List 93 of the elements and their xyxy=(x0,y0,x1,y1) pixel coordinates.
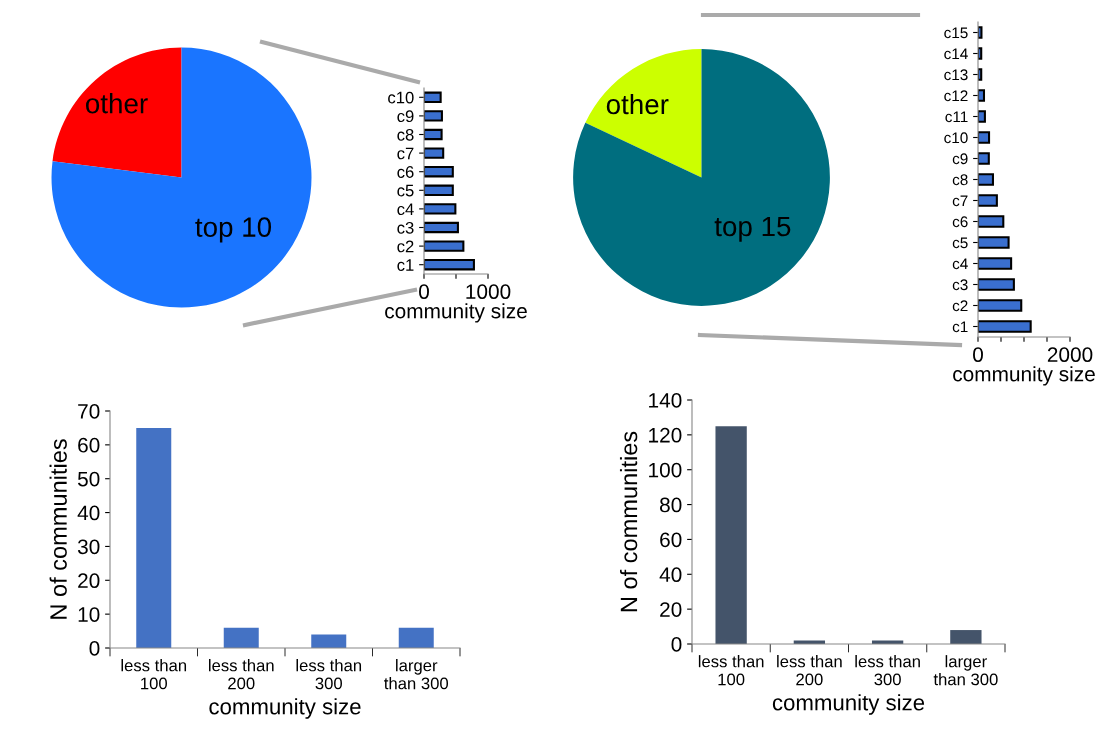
y-tick-label: c1 xyxy=(952,321,968,333)
y-tick-label: 40 xyxy=(659,567,682,583)
pie-slice xyxy=(52,47,182,178)
bar xyxy=(950,630,982,644)
y-tick-label: c4 xyxy=(952,258,968,270)
pie-slice xyxy=(51,47,312,308)
bar xyxy=(424,240,465,252)
bar xyxy=(424,184,454,196)
y-axis-title: N of communities xyxy=(49,439,67,619)
y-tick-label: 120 xyxy=(649,427,682,443)
y-tick-label: 20 xyxy=(660,602,682,617)
bar xyxy=(978,89,986,102)
x-tick-label: less than 200 xyxy=(777,655,842,686)
y-tick-label: 60 xyxy=(660,532,682,548)
x-axis-title: community size xyxy=(953,366,1095,386)
y-tick-label: c3 xyxy=(397,221,414,234)
bar xyxy=(978,110,986,123)
y-tick-label: 30 xyxy=(77,539,100,555)
bar xyxy=(424,147,445,159)
y-tick-label: c5 xyxy=(397,184,414,197)
y-tick-label: 100 xyxy=(649,462,682,478)
bar xyxy=(424,259,475,271)
y-tick-label: c8 xyxy=(952,174,968,186)
bar xyxy=(424,128,443,141)
y-tick-label: 140 xyxy=(649,393,682,408)
y-tick-label: c14 xyxy=(944,48,968,60)
bar xyxy=(715,426,747,644)
y-tick-label: 40 xyxy=(77,505,100,521)
bar xyxy=(978,236,1010,249)
y-tick-label: c10 xyxy=(388,91,414,104)
bar xyxy=(978,278,1015,291)
bar xyxy=(978,194,998,207)
y-tick-label: c3 xyxy=(952,279,968,291)
bar xyxy=(424,203,457,215)
bar xyxy=(398,627,434,648)
x-tick-label: larger than 300 xyxy=(384,659,449,690)
y-tick-label: 50 xyxy=(77,471,100,487)
bar xyxy=(978,320,1032,333)
x-tick-label: 2000 xyxy=(1047,347,1093,363)
y-tick-label: 10 xyxy=(78,607,100,622)
bar xyxy=(424,166,454,178)
y-tick-label: 0 xyxy=(89,641,100,656)
y-tick-label: c9 xyxy=(952,153,968,165)
bar xyxy=(424,221,459,234)
y-tick-label: c7 xyxy=(397,147,414,160)
y-axis-title: N of communities xyxy=(619,431,638,612)
bar xyxy=(978,257,1013,270)
bar xyxy=(424,91,442,103)
y-tick-label: c7 xyxy=(952,195,968,207)
x-tick-label: less than 300 xyxy=(855,655,920,686)
x-tick-label: 1000 xyxy=(466,284,511,300)
y-tick-label: c11 xyxy=(945,111,968,123)
x-axis-title: community size xyxy=(385,303,527,323)
y-tick-label: c13 xyxy=(944,69,968,81)
y-tick-label: 80 xyxy=(660,497,682,513)
bar xyxy=(978,173,994,186)
x-tick-label: larger than 300 xyxy=(933,655,998,686)
bar xyxy=(311,634,347,648)
bar xyxy=(978,299,1023,312)
pie-slice xyxy=(585,49,702,178)
bar xyxy=(978,131,991,144)
y-tick-label: c1 xyxy=(397,259,414,271)
x-axis-title: community size xyxy=(209,698,361,719)
bar xyxy=(424,110,443,122)
slice-label: top 15 xyxy=(714,216,791,242)
y-tick-label: c4 xyxy=(397,203,414,216)
x-tick-label: less than 300 xyxy=(296,659,362,690)
y-tick-label: 60 xyxy=(78,437,100,453)
y-tick-label: c15 xyxy=(944,27,968,39)
y-tick-label: c2 xyxy=(952,300,968,312)
y-tick-label: c2 xyxy=(397,240,414,253)
y-tick-label: c12 xyxy=(944,90,968,102)
y-tick-label: c6 xyxy=(397,166,414,178)
slice-label: top 10 xyxy=(195,217,272,243)
slice-label: other xyxy=(86,93,148,114)
slice-label: other xyxy=(606,93,669,115)
y-tick-label: c10 xyxy=(944,132,968,144)
y-tick-label: c8 xyxy=(397,128,414,141)
pie-slice xyxy=(573,49,830,306)
bar xyxy=(136,427,172,648)
x-tick-label: less than 200 xyxy=(209,659,274,690)
bar xyxy=(978,215,1005,228)
x-tick-label: less than 100 xyxy=(698,655,764,686)
x-tick-label: less than 100 xyxy=(121,659,187,690)
y-tick-label: 20 xyxy=(78,573,100,589)
y-tick-label: c6 xyxy=(952,216,968,228)
y-tick-label: 70 xyxy=(78,404,100,419)
bar xyxy=(978,152,990,165)
y-tick-label: c5 xyxy=(952,237,968,249)
y-tick-label: 0 xyxy=(671,637,682,652)
x-axis-title: community size xyxy=(772,694,925,715)
bar xyxy=(223,627,259,648)
y-tick-label: c9 xyxy=(397,110,414,123)
